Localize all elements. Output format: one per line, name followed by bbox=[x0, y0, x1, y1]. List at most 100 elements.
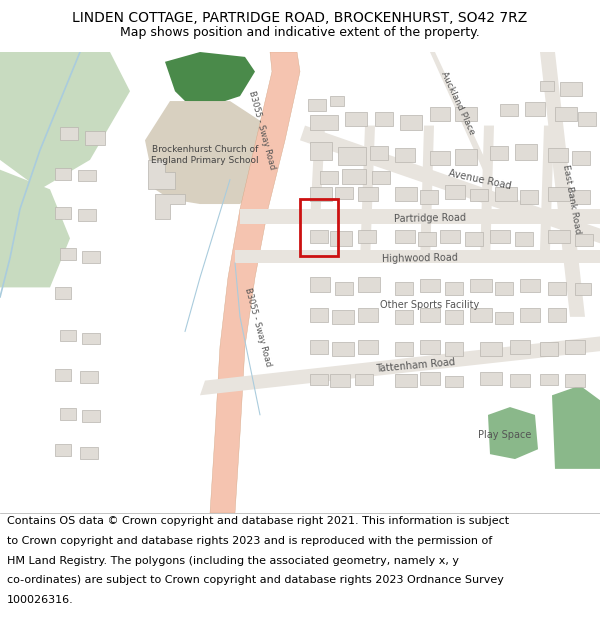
Bar bbox=[335, 188, 353, 199]
Bar bbox=[540, 342, 558, 356]
Bar bbox=[345, 112, 367, 126]
Polygon shape bbox=[200, 336, 600, 395]
Bar bbox=[338, 147, 366, 165]
Bar bbox=[55, 444, 71, 456]
Bar bbox=[515, 144, 537, 160]
Bar bbox=[548, 229, 570, 243]
Text: Other Sports Facility: Other Sports Facility bbox=[380, 300, 479, 310]
Bar bbox=[445, 342, 463, 356]
Bar bbox=[440, 229, 460, 243]
Text: B3055 - Sway Road: B3055 - Sway Road bbox=[247, 90, 277, 171]
Bar bbox=[510, 341, 530, 354]
Bar bbox=[320, 171, 338, 184]
Bar bbox=[395, 374, 417, 388]
Bar bbox=[420, 279, 440, 292]
Bar bbox=[490, 229, 510, 243]
Text: Partridge Road: Partridge Road bbox=[394, 213, 466, 224]
Bar bbox=[548, 188, 570, 201]
Polygon shape bbox=[430, 52, 490, 174]
Polygon shape bbox=[0, 170, 70, 288]
Bar bbox=[355, 374, 373, 386]
Polygon shape bbox=[155, 194, 185, 219]
Bar bbox=[60, 408, 76, 420]
Bar bbox=[395, 310, 413, 324]
Bar bbox=[548, 281, 566, 295]
Bar bbox=[420, 190, 438, 204]
Bar bbox=[395, 188, 417, 201]
Bar bbox=[80, 371, 98, 382]
Bar bbox=[55, 369, 71, 381]
Polygon shape bbox=[235, 250, 600, 263]
Bar bbox=[395, 281, 413, 295]
Bar bbox=[418, 232, 436, 246]
Bar bbox=[55, 168, 71, 179]
Bar bbox=[55, 288, 71, 299]
Polygon shape bbox=[210, 52, 300, 513]
Bar bbox=[572, 190, 590, 204]
Bar bbox=[430, 107, 450, 121]
Bar bbox=[78, 209, 96, 221]
Bar bbox=[560, 82, 582, 96]
Bar bbox=[308, 99, 326, 111]
Bar bbox=[310, 188, 332, 201]
Bar bbox=[445, 310, 463, 324]
Bar bbox=[332, 342, 354, 356]
Bar bbox=[82, 410, 100, 422]
Polygon shape bbox=[300, 126, 600, 243]
Polygon shape bbox=[240, 209, 600, 224]
Bar bbox=[310, 115, 338, 131]
Bar bbox=[445, 186, 465, 199]
Text: Brockenhurst Church of
England Primary School: Brockenhurst Church of England Primary S… bbox=[151, 145, 259, 165]
Text: Map shows position and indicative extent of the property.: Map shows position and indicative extent… bbox=[120, 26, 480, 39]
Bar bbox=[60, 126, 78, 140]
Bar bbox=[358, 188, 378, 201]
Bar bbox=[470, 189, 488, 201]
Bar bbox=[525, 102, 545, 116]
Bar bbox=[395, 229, 415, 243]
Text: 100026316.: 100026316. bbox=[7, 595, 74, 605]
Bar bbox=[310, 374, 328, 386]
Bar bbox=[540, 81, 554, 91]
Bar bbox=[310, 308, 328, 322]
Bar bbox=[565, 374, 585, 388]
Text: East Bank Road: East Bank Road bbox=[562, 164, 583, 234]
Bar bbox=[420, 341, 440, 354]
Bar bbox=[520, 279, 540, 292]
Bar bbox=[575, 284, 591, 295]
Bar bbox=[372, 171, 390, 184]
Bar bbox=[60, 329, 76, 341]
Text: Auckland Place: Auckland Place bbox=[439, 70, 476, 136]
Bar bbox=[358, 229, 376, 243]
Text: Tattenham Road: Tattenham Road bbox=[375, 357, 455, 374]
Text: to Crown copyright and database rights 2023 and is reproduced with the permissio: to Crown copyright and database rights 2… bbox=[7, 536, 493, 546]
Bar bbox=[555, 107, 577, 121]
Bar bbox=[332, 310, 354, 324]
Bar bbox=[342, 169, 366, 184]
Bar bbox=[480, 372, 502, 386]
Bar bbox=[330, 374, 350, 388]
Polygon shape bbox=[360, 126, 375, 263]
Bar bbox=[480, 342, 502, 356]
Polygon shape bbox=[540, 126, 554, 250]
Bar bbox=[470, 279, 492, 292]
Bar bbox=[78, 170, 96, 181]
Bar bbox=[572, 151, 590, 165]
Bar bbox=[420, 372, 440, 386]
Bar bbox=[80, 448, 98, 459]
Polygon shape bbox=[165, 52, 255, 106]
Bar bbox=[445, 376, 463, 388]
Text: B3055 - Sway Road: B3055 - Sway Road bbox=[243, 286, 273, 367]
Polygon shape bbox=[488, 407, 538, 459]
Bar bbox=[310, 277, 330, 292]
Text: LINDEN COTTAGE, PARTRIDGE ROAD, BROCKENHURST, SO42 7RZ: LINDEN COTTAGE, PARTRIDGE ROAD, BROCKENH… bbox=[73, 11, 527, 26]
Bar bbox=[495, 312, 513, 324]
Polygon shape bbox=[145, 101, 275, 204]
Bar bbox=[455, 107, 477, 121]
Bar bbox=[60, 248, 76, 260]
Bar bbox=[490, 146, 508, 160]
Polygon shape bbox=[148, 160, 175, 189]
Text: Play Space: Play Space bbox=[478, 429, 532, 439]
Text: Contains OS data © Crown copyright and database right 2021. This information is : Contains OS data © Crown copyright and d… bbox=[7, 516, 509, 526]
Bar bbox=[330, 96, 344, 106]
Text: Avenue Road: Avenue Road bbox=[448, 168, 512, 191]
